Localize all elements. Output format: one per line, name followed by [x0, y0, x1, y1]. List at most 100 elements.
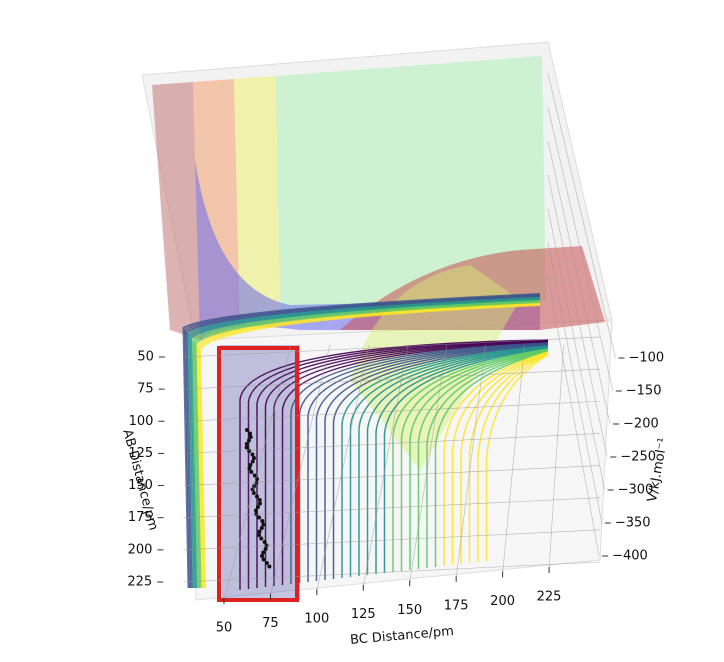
- x-tick-label: 200: [490, 594, 515, 609]
- grid-line: [184, 368, 601, 390]
- contour: [417, 349, 549, 569]
- contour: [194, 301, 541, 589]
- trajectory-point: [258, 501, 263, 506]
- trajectory-point: [257, 498, 262, 502]
- y-tick-label: 175: [128, 510, 153, 525]
- grid-line: [548, 344, 564, 569]
- contour: [307, 343, 549, 582]
- trajectory-point: [262, 540, 267, 544]
- trajectory-point: [251, 491, 256, 495]
- contour: [392, 348, 549, 572]
- z-tick-label: −300: [618, 483, 654, 498]
- highlight-box: [217, 346, 299, 602]
- grid-line: [547, 141, 611, 425]
- contour: [198, 304, 541, 589]
- y-tick-label: 75: [137, 382, 154, 397]
- contour: [189, 298, 541, 589]
- grid-line: [455, 344, 486, 578]
- contour: [315, 343, 549, 581]
- grid-line: [183, 561, 601, 583]
- grid-line: [547, 208, 605, 491]
- trajectory-point: [257, 515, 262, 520]
- wall: [276, 56, 546, 320]
- x-tick-label: 150: [397, 603, 422, 618]
- z-tick-label: −400: [612, 549, 648, 564]
- trajectory-point: [244, 442, 249, 446]
- z-tick-label: −100: [629, 351, 665, 366]
- contour: [188, 297, 541, 589]
- grid-line: [547, 107, 614, 392]
- trajectory-point: [264, 543, 269, 548]
- grid-line: [183, 465, 601, 486]
- contour: [443, 351, 549, 566]
- z-tick-label: −200: [623, 417, 659, 432]
- x-tick-label: 175: [444, 598, 469, 613]
- y-tick-label: 225: [127, 575, 152, 590]
- trajectory-point: [261, 550, 266, 555]
- trajectory-point: [253, 508, 258, 513]
- trajectory-point: [260, 554, 265, 558]
- contour: [183, 294, 541, 589]
- y-tick-label: 150: [128, 478, 153, 493]
- contour: [195, 302, 541, 589]
- trajectory-point: [264, 561, 269, 565]
- contour: [477, 353, 549, 562]
- trajectory-point: [247, 449, 252, 453]
- grid-line: [183, 497, 601, 519]
- trajectory-point: [263, 547, 268, 551]
- y-tick-label: 200: [128, 542, 153, 557]
- contour: [264, 340, 549, 587]
- trajectory-point: [261, 522, 266, 527]
- trajectory-point: [248, 463, 253, 467]
- contour: [485, 353, 549, 561]
- contour: [191, 299, 541, 589]
- grid-line: [547, 73, 616, 359]
- x-tick-label: 75: [262, 616, 279, 631]
- contour: [332, 344, 549, 579]
- grid-line: [184, 400, 601, 422]
- contour: [185, 295, 541, 589]
- contour: [256, 340, 549, 588]
- trajectory-point: [254, 494, 259, 499]
- contour: [383, 347, 549, 573]
- grid-line: [409, 344, 448, 583]
- trajectory-point: [259, 536, 264, 541]
- trajectory-point: [246, 438, 251, 443]
- contour: [358, 346, 549, 576]
- trajectory-point: [250, 459, 255, 464]
- trajectory-point: [261, 557, 266, 562]
- contour: [366, 346, 549, 575]
- grid-line: [183, 529, 601, 551]
- trajectory-point: [248, 431, 253, 436]
- trajectory-point: [257, 529, 262, 534]
- contour: [290, 342, 549, 584]
- contour: [451, 351, 549, 565]
- contour: [186, 296, 541, 589]
- x-tick-label: 100: [304, 612, 329, 627]
- x-tick-label: 50: [216, 621, 233, 636]
- trajectory-point: [257, 533, 262, 537]
- z-tick-label: −350: [615, 516, 651, 531]
- contour: [375, 347, 549, 574]
- trajectory-point: [254, 480, 259, 485]
- y-tick-label: 125: [128, 446, 153, 461]
- contour: [239, 339, 549, 590]
- z-tick-label: −250: [620, 450, 656, 465]
- contour: [426, 350, 549, 568]
- contour: [468, 352, 549, 563]
- grid-line: [547, 276, 600, 557]
- contour: [409, 349, 549, 570]
- trajectory-point: [267, 564, 272, 569]
- contour: [197, 303, 541, 589]
- grid-line: [502, 344, 525, 574]
- contour: [281, 341, 549, 585]
- trajectory-point: [260, 519, 265, 523]
- trajectory-point: [251, 456, 256, 460]
- contour: [182, 293, 541, 589]
- x-axis-label: BC Distance/pm: [350, 624, 455, 648]
- trajectory-point: [250, 487, 255, 492]
- y-tick-label: 100: [129, 414, 154, 429]
- trajectory-point: [245, 428, 249, 432]
- wall: [234, 76, 280, 330]
